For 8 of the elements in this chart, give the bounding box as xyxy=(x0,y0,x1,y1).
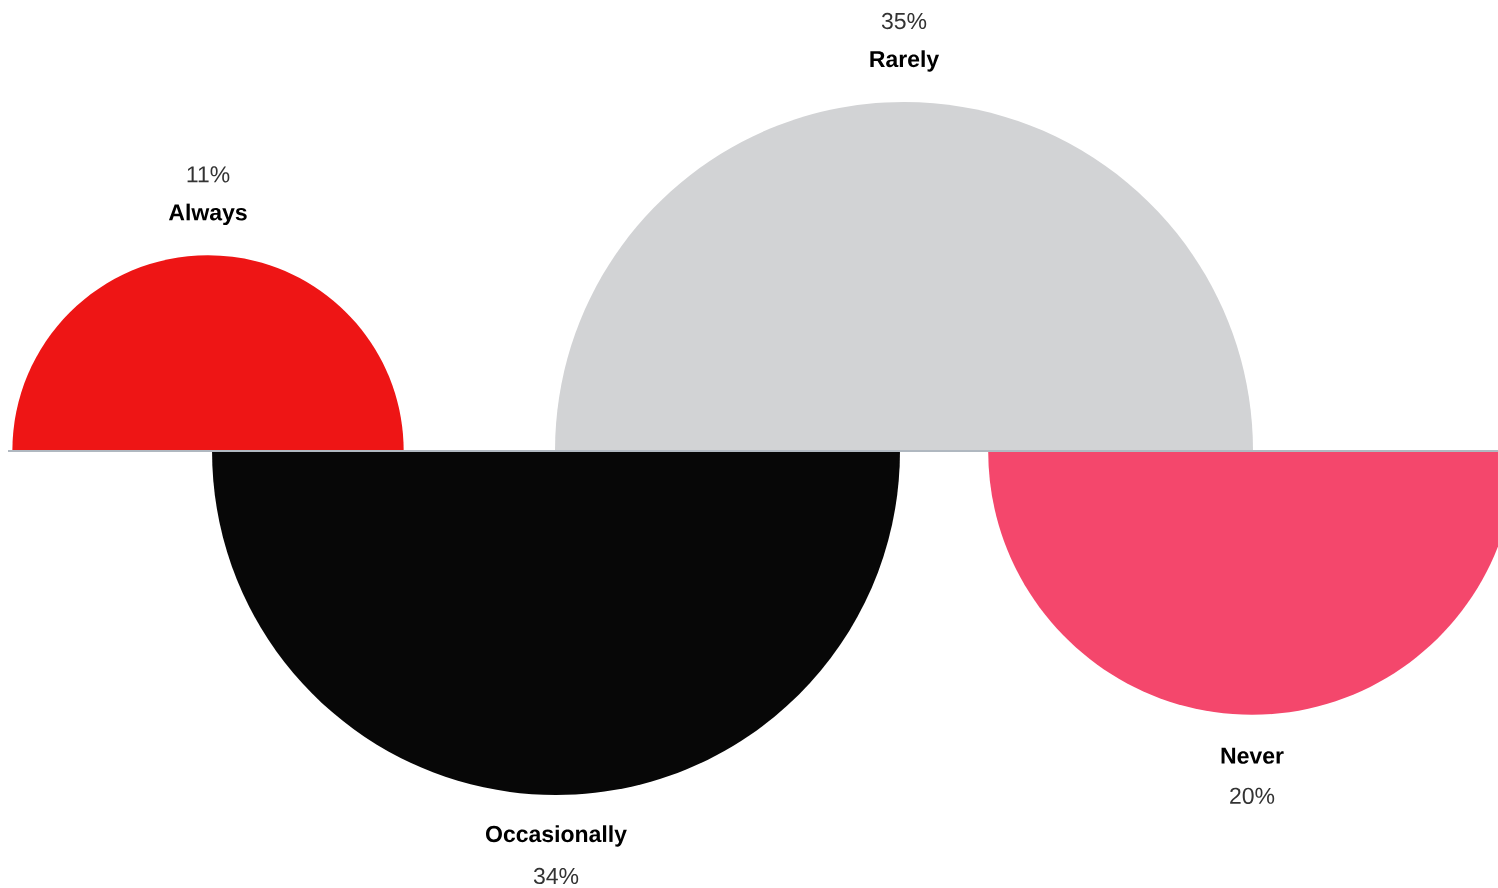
category-label: Always xyxy=(168,203,247,226)
data-label: 35% xyxy=(881,12,927,30)
data-label: 34% xyxy=(533,867,579,885)
category-label: Never xyxy=(1221,747,1284,764)
data-label: 11% xyxy=(187,166,230,183)
category-label: Occasionally xyxy=(486,825,627,847)
category-label: Rarely xyxy=(870,50,940,72)
data-label: 20% xyxy=(1230,787,1275,804)
